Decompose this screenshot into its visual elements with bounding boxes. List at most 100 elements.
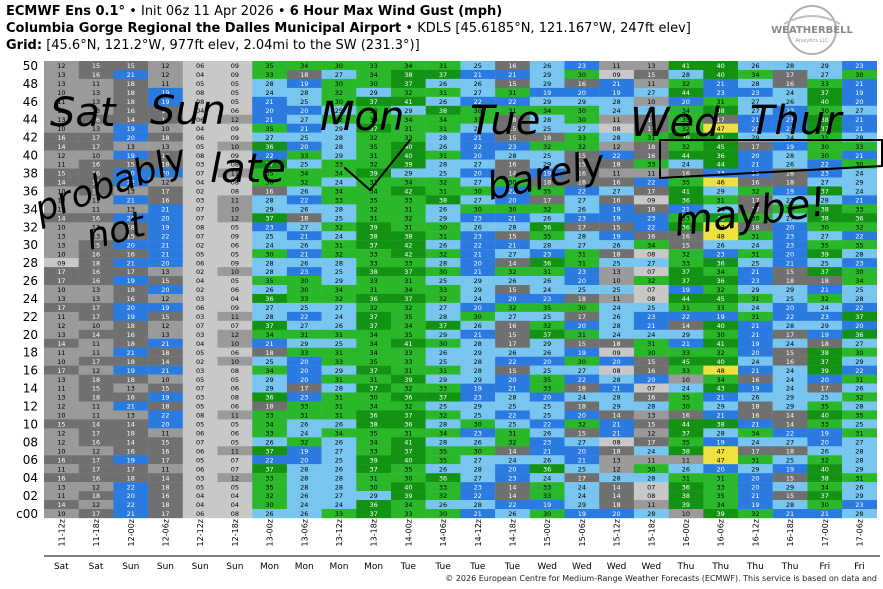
heatmap-cell-fill: [356, 473, 392, 483]
heatmap-cell-fill: [148, 374, 183, 384]
heatmap-cell-fill: [356, 419, 392, 429]
heatmap-cell-value: 09: [231, 232, 239, 240]
heatmap-cell-value: 28: [612, 394, 620, 402]
heatmap-cell: 28: [842, 455, 877, 465]
heatmap-cell-value: 17: [161, 456, 169, 464]
heatmap-cell: 19: [564, 509, 600, 519]
heatmap-cell: 11: [44, 491, 79, 501]
heatmap-cell-fill: [842, 96, 877, 106]
heatmap-cell-fill: [599, 428, 635, 438]
heatmap-cell-value: 30: [508, 179, 516, 187]
heatmap-cell-value: 19: [543, 170, 551, 178]
heatmap-cell-fill: [842, 437, 877, 447]
heatmap-cell-value: 15: [578, 340, 586, 348]
heatmap-cell: 11: [633, 168, 669, 178]
heatmap-cell: 19: [113, 276, 149, 286]
heatmap-cell-fill: [633, 204, 669, 214]
heatmap-cell: 13: [113, 410, 149, 420]
heatmap-cell-fill: [564, 231, 600, 241]
heatmap-cell-value: 27: [821, 232, 829, 240]
heatmap-cell: 37: [807, 356, 843, 366]
heatmap-cell-fill: [738, 285, 773, 295]
heatmap-cell-value: 17: [647, 188, 655, 196]
heatmap-cell-fill: [217, 464, 253, 474]
heatmap-cell: 33: [391, 509, 426, 519]
heatmap-cell: 33: [425, 482, 461, 492]
heatmap-cell-value: 33: [821, 80, 829, 88]
heatmap-cell: 32: [807, 455, 843, 465]
heatmap-cell: 16: [78, 168, 114, 178]
heatmap-cell-value: 16: [92, 214, 100, 222]
heatmap-cell: 47: [703, 446, 739, 456]
heatmap-cell-fill: [703, 159, 739, 169]
heatmap-cell: 31: [321, 347, 357, 357]
heatmap-cell-fill: [217, 473, 253, 483]
heatmap-cell: 34: [252, 329, 288, 339]
heatmap-cell: 21: [148, 338, 183, 348]
heatmap-cell: 29: [286, 338, 322, 348]
heatmap-cell-fill: [668, 419, 704, 429]
heatmap-cell: 10: [217, 338, 253, 348]
heatmap-cell-fill: [668, 500, 704, 510]
heatmap-cell-value: 41: [682, 188, 690, 196]
heatmap-cell-fill: [356, 222, 392, 232]
heatmap-cell-fill: [148, 500, 183, 510]
heatmap-cell: 28: [286, 473, 322, 483]
heatmap-cell-value: 31: [751, 232, 759, 240]
heatmap-cell: 13: [44, 231, 79, 241]
heatmap-cell-value: 37: [265, 214, 273, 222]
heatmap-cell: 26: [599, 240, 635, 250]
heatmap-cell: 27: [495, 311, 530, 322]
heatmap-cell-value: 08: [196, 152, 204, 160]
heatmap-cell-fill: [425, 365, 461, 375]
heatmap-cell-fill: [78, 365, 114, 375]
heatmap-cell-value: 24: [300, 501, 308, 509]
heatmap-cell-value: 20: [300, 358, 308, 366]
heatmap-cell-value: 35: [370, 197, 378, 205]
heatmap-cell-fill: [78, 132, 114, 142]
heatmap-cell-value: 33: [682, 214, 690, 222]
heatmap-cell: 24: [529, 285, 565, 295]
heatmap-cell-fill: [217, 258, 253, 268]
heatmap-cell: 28: [460, 123, 496, 133]
heatmap-cell-value: 21: [612, 385, 620, 393]
heatmap-cell-fill: [148, 446, 183, 456]
heatmap-cell-fill: [321, 258, 357, 268]
heatmap-cell: 31: [356, 150, 392, 160]
heatmap-cell-fill: [182, 455, 218, 465]
heatmap-cell-fill: [148, 141, 183, 151]
heatmap-cell-value: 32: [335, 89, 343, 97]
heatmap-cell: 11: [78, 78, 114, 89]
heatmap-cell: 37: [391, 293, 426, 304]
heatmap-cell-value: 26: [300, 421, 308, 429]
heatmap-cell: 29: [529, 78, 565, 89]
heatmap-cell-fill: [460, 365, 496, 375]
heatmap-cell: 33: [391, 195, 426, 205]
heatmap-cell-fill: [807, 356, 843, 366]
heatmap-cell: 30: [633, 347, 669, 357]
heatmap-cell-value: 26: [786, 161, 794, 169]
heatmap-cell-value: 15: [508, 286, 516, 294]
heatmap-cell: 23: [564, 267, 600, 277]
heatmap-cell: 34: [391, 285, 426, 295]
heatmap-cell-fill: [391, 347, 426, 357]
heatmap-cell-fill: [842, 482, 877, 492]
heatmap-cell: 21: [772, 258, 808, 268]
heatmap-cell-value: 31: [647, 340, 655, 348]
heatmap-cell-value: 13: [127, 206, 135, 214]
heatmap-cell-fill: [286, 428, 322, 438]
heatmap-cell: 24: [738, 240, 773, 250]
heatmap-cell-fill: [252, 347, 288, 357]
heatmap-cell: 19: [772, 186, 808, 196]
heatmap-cell-value: 17: [57, 268, 65, 276]
heatmap-cell: 05: [217, 482, 253, 492]
heatmap-cell-value: 08: [231, 510, 239, 518]
heatmap-cell: 04: [182, 500, 218, 510]
heatmap-cell-value: 11: [92, 197, 100, 205]
heatmap-cell: 20: [286, 141, 322, 151]
heatmap-cell: 16: [113, 446, 149, 456]
heatmap-cell-value: 29: [855, 179, 863, 187]
heatmap-cell-value: 31: [439, 188, 447, 196]
heatmap-cell-value: 21: [682, 206, 690, 214]
heatmap-cell: 25: [564, 285, 600, 295]
